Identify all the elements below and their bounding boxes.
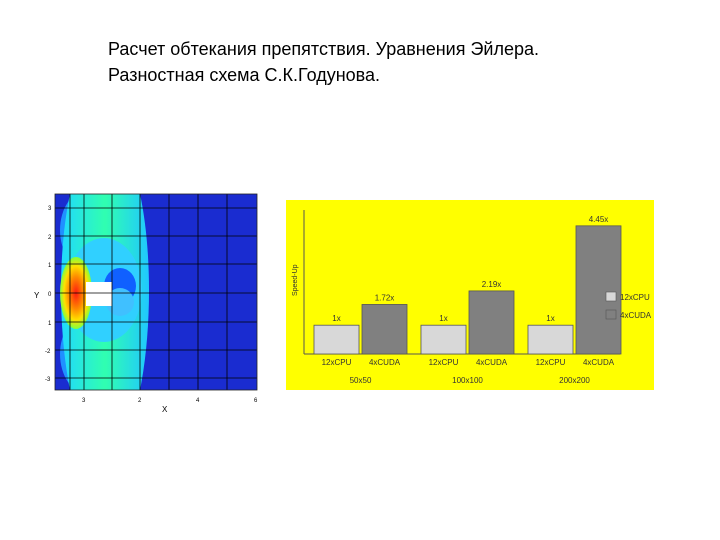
bar-category-label: 12xCPU: [429, 358, 459, 367]
flow-field-plot: Y X 3 2 1 0 1 -2 -3 3 2 4 6: [34, 193, 258, 414]
group-label: 100x100: [452, 376, 483, 385]
bar: [313, 324, 360, 355]
y-axis-label: Speed-Up: [292, 264, 299, 296]
y-tick: 0: [48, 292, 52, 298]
field-border: [54, 193, 258, 391]
title-line-2: Разностная схема С.К.Годунова.: [108, 65, 381, 85]
bar: [575, 225, 622, 355]
legend-swatch: [605, 309, 617, 320]
x-tick: 4: [196, 398, 200, 404]
field-region: [106, 288, 134, 316]
y-tick: 3: [48, 206, 52, 212]
group-label: 200x200: [559, 376, 590, 385]
title-line-1: Расчет обтекания препятствия. Уравнения …: [108, 39, 539, 59]
bar-group: 1x 12xCPU 1.72x 4xCUDA 50x50 1x 12xCPU 2.19x 4xC…: [313, 215, 622, 385]
y-tick: 1: [48, 321, 52, 327]
chart-legend: 12xCPU 4xCUDA: [605, 291, 652, 320]
bar-value-label: 1x: [332, 314, 340, 323]
bar-value-label: 1x: [439, 314, 447, 323]
y-tick: -3: [45, 377, 51, 383]
x-tick: 6: [254, 398, 258, 404]
legend-label: 4xCUDA: [620, 311, 652, 320]
bar: [361, 304, 408, 355]
obstacle-body: [86, 282, 112, 306]
y-axis-label: Y: [34, 291, 40, 300]
bar: [420, 324, 467, 355]
speedup-chart: Speed-Up 1x 12xCPU 1.72x 4xCUDA 50x50 1x 12xCP…: [286, 200, 654, 390]
bar: [527, 324, 574, 355]
bar-value-label: 4.45x: [589, 215, 609, 224]
field-grid: [55, 194, 257, 390]
bar-category-label: 4xCUDA: [583, 358, 615, 367]
bar-value-label: 1.72x: [375, 293, 395, 302]
bar-category-label: 12xCPU: [322, 358, 352, 367]
flow-field: [55, 194, 257, 390]
bar: [468, 290, 515, 355]
legend-swatch: [605, 291, 617, 302]
x-tick: 2: [138, 398, 142, 404]
y-tick: -2: [45, 349, 51, 355]
y-tick: 2: [48, 235, 52, 241]
slide-title: Расчет обтекания препятствия. Уравнения …: [108, 36, 668, 88]
bar-value-label: 1x: [546, 314, 554, 323]
x-axis-label: X: [162, 405, 168, 414]
bar-category-label: 4xCUDA: [369, 358, 401, 367]
y-tick: 1: [48, 263, 52, 269]
group-label: 50x50: [350, 376, 372, 385]
bar-category-label: 12xCPU: [536, 358, 566, 367]
legend-label: 12xCPU: [620, 293, 650, 302]
x-tick: 3: [82, 398, 86, 404]
bar-value-label: 2.19x: [482, 280, 502, 289]
bar-category-label: 4xCUDA: [476, 358, 508, 367]
